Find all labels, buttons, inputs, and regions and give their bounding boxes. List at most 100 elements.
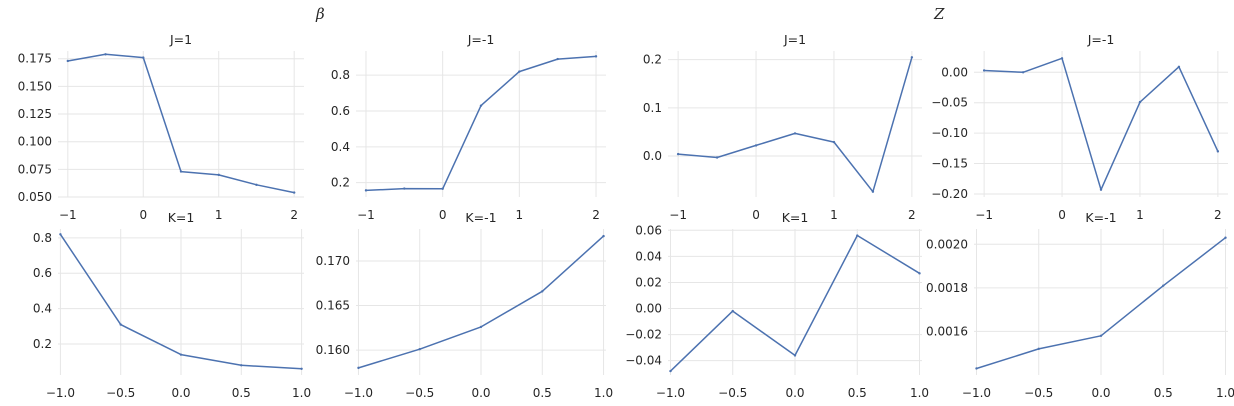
data-point xyxy=(669,369,672,373)
panel-title: J=1 xyxy=(169,32,192,47)
data-point xyxy=(1224,236,1227,239)
z-group-title: Z xyxy=(934,5,945,23)
data-point xyxy=(556,57,559,61)
x-tick-label: −1 xyxy=(357,208,375,222)
x-tick-label: −1.0 xyxy=(344,386,373,400)
y-tick-label: −0.05 xyxy=(931,96,968,110)
panel-4: −0.20 −0.15 −0.10 −0.05 0.00 −1 0 1 2 J=-1 xyxy=(931,32,1228,222)
x-tick-label: −1.0 xyxy=(962,386,991,400)
data-point xyxy=(441,187,444,190)
x-tick-label: 0.5 xyxy=(848,386,867,400)
data-point xyxy=(104,53,107,56)
panel-2: 0.2 0.4 0.6 0.8 −1 0 1 2 J=-1 xyxy=(331,32,606,222)
x-tick-label: 1 xyxy=(215,208,223,222)
y-tick-label: 0.8 xyxy=(331,68,350,82)
data-point xyxy=(300,367,303,371)
x-tick-label: 2 xyxy=(592,208,600,222)
data-point xyxy=(364,189,368,192)
x-tick-label: −1.0 xyxy=(46,386,75,400)
y-tick-label: 0.6 xyxy=(33,266,52,280)
data-point xyxy=(975,367,978,370)
x-tick-label: −0.5 xyxy=(1024,386,1053,400)
y-tick-label: 0.075 xyxy=(18,162,52,176)
data-point xyxy=(910,56,914,59)
series-line xyxy=(984,57,1219,191)
panel-title: K=-1 xyxy=(1085,210,1116,225)
data-point xyxy=(479,325,483,329)
data-point xyxy=(982,69,986,72)
x-tick-label: 0.5 xyxy=(533,386,552,400)
y-tick-label: 0.0018 xyxy=(926,281,968,295)
x-tick-label: 0 xyxy=(1058,208,1066,222)
data-point xyxy=(518,70,521,73)
data-point xyxy=(1021,71,1025,74)
data-point xyxy=(357,366,360,370)
series-line xyxy=(365,55,597,192)
data-point xyxy=(142,56,145,59)
y-tick-label: 0.00 xyxy=(941,65,968,79)
data-point xyxy=(1162,284,1165,287)
data-point xyxy=(715,156,719,159)
series-line xyxy=(678,57,913,193)
y-tick-label: 0.160 xyxy=(316,343,350,357)
data-point xyxy=(856,234,859,237)
x-tick-label: 1.0 xyxy=(910,386,929,400)
data-point xyxy=(793,354,797,357)
y-tick-label: 0.050 xyxy=(18,190,52,204)
data-point xyxy=(541,290,544,293)
x-tick-label: 0.5 xyxy=(1154,386,1173,400)
data-point xyxy=(1060,57,1064,60)
x-tick-label: 0.0 xyxy=(471,386,490,400)
data-point xyxy=(119,323,122,326)
data-point xyxy=(1216,150,1220,153)
panel-1: 0.050 0.075 0.100 0.125 0.150 0.175 −1 0 1 2 J=1 xyxy=(18,32,304,222)
data-point xyxy=(403,187,406,190)
x-tick-label: 0.0 xyxy=(1091,386,1110,400)
data-point xyxy=(59,233,62,236)
x-tick-label: −0.5 xyxy=(405,386,434,400)
y-tick-label: 0.150 xyxy=(18,79,52,93)
y-tick-label: 0.175 xyxy=(18,52,52,66)
data-point xyxy=(179,170,183,173)
data-point xyxy=(676,152,680,156)
x-tick-label: −1 xyxy=(975,208,993,222)
x-tick-label: 0.0 xyxy=(785,386,804,400)
x-tick-label: 1.0 xyxy=(292,386,311,400)
data-point xyxy=(179,353,183,356)
data-point xyxy=(1177,65,1181,69)
y-tick-label: 0.0020 xyxy=(926,237,968,251)
data-point xyxy=(66,59,70,63)
y-tick-label: −0.20 xyxy=(931,187,968,201)
x-tick-label: 1 xyxy=(830,208,838,222)
data-point xyxy=(292,191,296,194)
x-tick-label: 1.0 xyxy=(594,386,613,400)
beta-group-title: β xyxy=(316,5,325,23)
data-point xyxy=(754,144,758,147)
x-tick-label: −0.5 xyxy=(718,386,747,400)
y-tick-label: 0.8 xyxy=(33,231,52,245)
x-tick-label: −1.0 xyxy=(656,386,685,400)
y-tick-label: 0.00 xyxy=(635,302,662,316)
x-tick-label: 2 xyxy=(1214,208,1222,222)
panel-3: 0.0 0.1 0.2 −1 0 1 2 J=1 xyxy=(643,32,922,222)
x-tick-label: −1 xyxy=(59,208,77,222)
panel-title: J=-1 xyxy=(1087,32,1115,47)
y-tick-label: 0.2 xyxy=(643,53,662,67)
panel-title: K=1 xyxy=(782,210,809,225)
x-tick-label: 1 xyxy=(516,208,524,222)
x-tick-label: 2 xyxy=(908,208,916,222)
data-point xyxy=(255,183,258,187)
panel-5: 0.2 0.4 0.6 0.8 −1.0 −0.5 0.0 0.5 1.0 K=1 xyxy=(33,210,311,400)
y-tick-label: −0.04 xyxy=(625,354,662,368)
y-tick-label: 0.02 xyxy=(635,275,662,289)
y-tick-label: 0.6 xyxy=(331,104,350,118)
data-point xyxy=(479,104,483,107)
data-point xyxy=(602,234,605,238)
data-point xyxy=(1099,334,1103,337)
y-tick-label: 0.2 xyxy=(331,176,350,190)
x-tick-label: 0.0 xyxy=(171,386,190,400)
y-tick-label: 0.125 xyxy=(18,107,52,121)
panel-8: 0.0016 0.0018 0.0020 −1.0 −0.5 0.0 0.5 1.0 K=-1 xyxy=(926,210,1234,400)
panel-7: −0.04 −0.02 0.00 0.02 0.04 0.06 −1.0 −0.5 0.0 0.5… xyxy=(625,210,929,400)
